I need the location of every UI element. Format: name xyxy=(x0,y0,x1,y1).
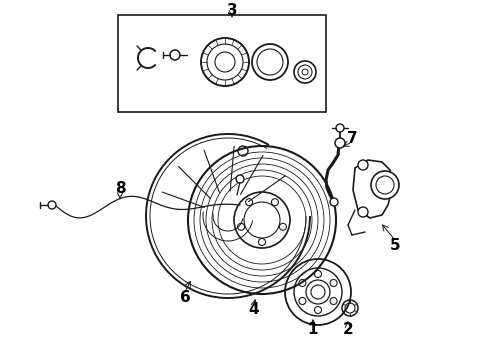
Text: 7: 7 xyxy=(347,131,357,145)
Circle shape xyxy=(358,207,368,217)
Circle shape xyxy=(336,124,344,132)
Text: 4: 4 xyxy=(249,302,259,318)
Bar xyxy=(118,15,326,112)
Circle shape xyxy=(335,138,345,148)
Circle shape xyxy=(330,198,338,206)
Text: 1: 1 xyxy=(308,323,318,338)
Text: 2: 2 xyxy=(343,323,353,338)
Circle shape xyxy=(358,160,368,170)
Polygon shape xyxy=(353,160,393,218)
Text: 8: 8 xyxy=(115,180,125,195)
Text: 3: 3 xyxy=(227,3,237,18)
Circle shape xyxy=(236,175,244,183)
Circle shape xyxy=(48,201,56,209)
Circle shape xyxy=(371,171,399,199)
Text: 6: 6 xyxy=(180,289,191,305)
Text: 5: 5 xyxy=(390,238,400,252)
